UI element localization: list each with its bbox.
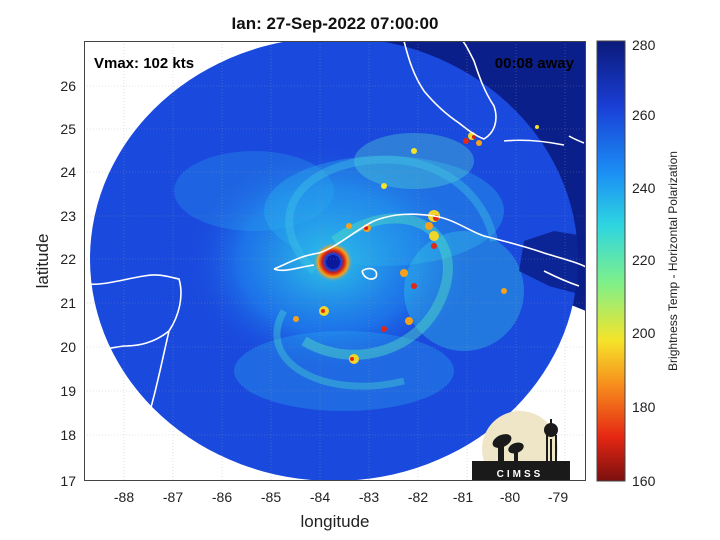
x-tick: -85 xyxy=(261,489,281,505)
x-tick: -86 xyxy=(212,489,232,505)
y-tick: 20 xyxy=(60,339,76,355)
time-away-label: 00:08 away xyxy=(495,55,575,72)
satellite-image: CIMSS Vmax: 102 kts 00:08 away xyxy=(84,41,586,481)
x-tick-labels: -88 -87 -86 -85 -84 -83 -82 -81 -80 -79 xyxy=(114,489,568,505)
y-tick: 25 xyxy=(60,121,76,137)
y-tick: 24 xyxy=(60,164,76,180)
y-tick: 21 xyxy=(60,295,76,311)
cimss-logo xyxy=(472,411,570,481)
y-tick: 22 xyxy=(60,251,76,267)
y-tick: 17 xyxy=(60,473,76,489)
cb-tick: 240 xyxy=(632,180,656,196)
x-tick: -81 xyxy=(453,489,473,505)
x-tick: -84 xyxy=(310,489,330,505)
cb-tick: 200 xyxy=(632,325,656,341)
cb-tick: 260 xyxy=(632,107,656,123)
x-tick: -87 xyxy=(163,489,183,505)
x-tick: -82 xyxy=(408,489,428,505)
colorbar-ticks: 280 260 240 220 200 180 160 xyxy=(632,37,656,489)
x-axis-label: longitude xyxy=(300,512,370,531)
chart-title: Ian: 27-Sep-2022 07:00:00 xyxy=(231,14,439,33)
logo-text: CIMSS xyxy=(497,469,544,480)
x-tick: -83 xyxy=(359,489,379,505)
x-tick: -80 xyxy=(500,489,520,505)
cb-tick: 180 xyxy=(632,399,656,415)
x-tick: -88 xyxy=(114,489,134,505)
y-tick-labels: 26 25 24 23 22 21 20 19 18 17 xyxy=(60,78,76,489)
y-tick: 19 xyxy=(60,383,76,399)
cb-tick: 220 xyxy=(632,252,656,268)
cb-tick: 280 xyxy=(632,37,656,53)
cb-tick: 160 xyxy=(632,473,656,489)
y-tick: 26 xyxy=(60,78,76,94)
x-tick: -79 xyxy=(548,489,568,505)
y-tick: 18 xyxy=(60,427,76,443)
y-tick: 23 xyxy=(60,208,76,224)
colorbar xyxy=(596,40,626,482)
y-axis-label: latitude xyxy=(33,233,52,289)
coastlines xyxy=(84,41,586,481)
colorbar-label: Brightness Temp - Horizontal Polarizatio… xyxy=(666,151,680,371)
vmax-label: Vmax: 102 kts xyxy=(94,55,194,72)
